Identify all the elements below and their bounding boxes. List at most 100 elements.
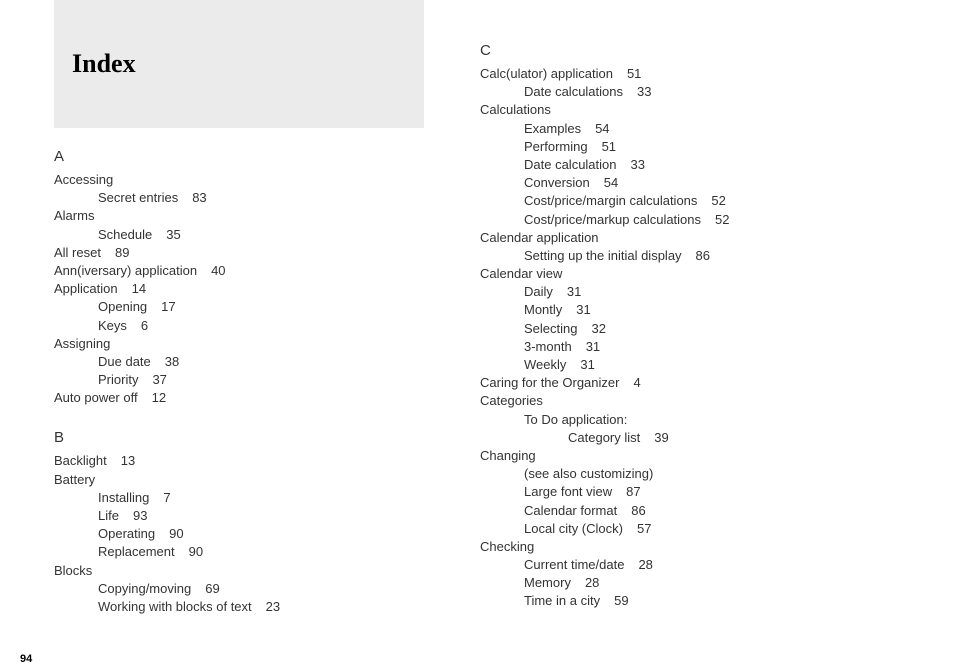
entry-page: 87 <box>626 484 640 499</box>
index-entry: Current time/date28 <box>524 556 900 574</box>
entry-page: 37 <box>152 372 166 387</box>
index-entry: Alarms <box>54 207 424 225</box>
entry-page: 6 <box>141 318 148 333</box>
index-entry: Due date38 <box>98 353 424 371</box>
index-entry: Changing <box>480 447 900 465</box>
entry-text: Examples <box>524 121 581 136</box>
entry-text: Current time/date <box>524 557 624 572</box>
entry-page: 83 <box>192 190 206 205</box>
index-entry: Operating90 <box>98 525 424 543</box>
index-entry: Weekly 31 <box>524 356 900 374</box>
entry-text: Due date <box>98 354 151 369</box>
entry-text: Replacement <box>98 544 175 559</box>
entry-page: 7 <box>163 490 170 505</box>
entry-text: Selecting <box>524 321 577 336</box>
section-letter-b: B <box>54 429 424 446</box>
index-entry: (see also customizing) <box>524 465 900 483</box>
index-entry: Life93 <box>98 507 424 525</box>
entry-page: 17 <box>161 299 175 314</box>
index-entry: Calendar view <box>480 265 900 283</box>
index-entry: Time in a city59 <box>524 592 900 610</box>
entry-page: 89 <box>115 245 129 260</box>
entry-page: 28 <box>585 575 599 590</box>
entry-page: 57 <box>637 521 651 536</box>
section-c-entries: Calc(ulator) application51Date calculati… <box>480 65 900 611</box>
index-entry: Date calculations33 <box>524 83 900 101</box>
index-entry: Daily31 <box>524 283 900 301</box>
entry-page: 90 <box>169 526 183 541</box>
index-entry: Copying/moving69 <box>98 580 424 598</box>
entry-text: Calendar view <box>480 266 562 281</box>
entry-text: Ann(iversary) application <box>54 263 197 278</box>
entry-text: Accessing <box>54 172 113 187</box>
entry-text: Local city (Clock) <box>524 521 623 536</box>
index-entry: Cost/price/markup calculations52 <box>524 211 900 229</box>
entry-text: Categories <box>480 393 543 408</box>
index-title: Index <box>72 49 136 79</box>
index-entry: Montly 31 <box>524 301 900 319</box>
entry-text: Installing <box>98 490 149 505</box>
entry-page: 31 <box>580 357 594 372</box>
entry-text: Keys <box>98 318 127 333</box>
index-entry: Checking <box>480 538 900 556</box>
index-entry: Schedule 35 <box>98 226 424 244</box>
entry-page: 33 <box>631 157 645 172</box>
section-b: B Backlight13BatteryInstalling7Life93Ope… <box>54 429 424 616</box>
entry-text: Checking <box>480 539 534 554</box>
entry-page: 54 <box>604 175 618 190</box>
entry-text: Weekly <box>524 357 566 372</box>
index-entry: Selecting 32 <box>524 320 900 338</box>
column-right: C Calc(ulator) application51Date calcula… <box>480 42 900 633</box>
entry-page: 52 <box>715 212 729 227</box>
index-entry: Replacement 90 <box>98 543 424 561</box>
index-entry: 3-month31 <box>524 338 900 356</box>
index-entry: Secret entries 83 <box>98 189 424 207</box>
entry-page: 86 <box>696 248 710 263</box>
entry-text: Opening <box>98 299 147 314</box>
index-entry: Assigning <box>54 335 424 353</box>
index-entry: Calculations <box>480 101 900 119</box>
entry-text: Montly <box>524 302 562 317</box>
index-entry: Application 14 <box>54 280 424 298</box>
entry-text: Calendar format <box>524 503 617 518</box>
section-b-entries: Backlight13BatteryInstalling7Life93Opera… <box>54 452 424 616</box>
entry-text: All reset <box>54 245 101 260</box>
index-entry: Examples54 <box>524 120 900 138</box>
entry-text: 3-month <box>524 339 572 354</box>
index-entry: Keys 6 <box>98 317 424 335</box>
entry-page: 32 <box>591 321 605 336</box>
index-entry: Auto power off12 <box>54 389 424 407</box>
index-entry: Conversion54 <box>524 174 900 192</box>
entry-page: 39 <box>654 430 668 445</box>
entry-page: 4 <box>633 375 640 390</box>
section-a-entries: Accessing Secret entries 83 Alarms Schedule 3… <box>54 171 424 407</box>
index-entry: Large font view 87 <box>524 483 900 501</box>
index-entry: Accessing <box>54 171 424 189</box>
entry-page: 12 <box>152 390 166 405</box>
index-entry: To Do application: <box>524 411 900 429</box>
entry-text: Changing <box>480 448 536 463</box>
entry-text: Secret entries <box>98 190 178 205</box>
entry-text: Large font view <box>524 484 612 499</box>
entry-text: Caring for the Organizer <box>480 375 619 390</box>
index-entry: Memory28 <box>524 574 900 592</box>
index-entry: Date calculation33 <box>524 156 900 174</box>
entry-page: 31 <box>567 284 581 299</box>
entry-page: 35 <box>166 227 180 242</box>
entry-page: 40 <box>211 263 225 278</box>
entry-page: 31 <box>576 302 590 317</box>
entry-text: Copying/moving <box>98 581 191 596</box>
index-entry: Cost/price/margin calculations52 <box>524 192 900 210</box>
entry-text: Alarms <box>54 208 94 223</box>
entry-page: 14 <box>132 281 146 296</box>
entry-text: Application <box>54 281 118 296</box>
entry-page: 90 <box>189 544 203 559</box>
entry-page: 23 <box>266 599 280 614</box>
entry-text: Schedule <box>98 227 152 242</box>
index-entry: Blocks <box>54 562 424 580</box>
entry-text: (see also customizing) <box>524 466 653 481</box>
entry-page: 86 <box>631 503 645 518</box>
entry-text: Battery <box>54 472 95 487</box>
entry-text: Assigning <box>54 336 110 351</box>
entry-page: 93 <box>133 508 147 523</box>
